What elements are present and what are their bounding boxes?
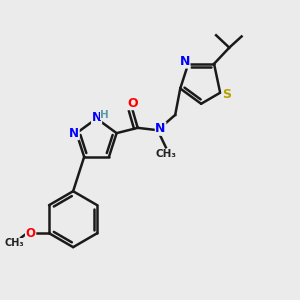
Text: O: O [26, 227, 36, 240]
Text: H: H [100, 110, 109, 120]
Text: O: O [26, 227, 36, 240]
Text: CH₃: CH₃ [155, 149, 176, 159]
Text: N: N [179, 55, 190, 68]
Text: N: N [92, 110, 102, 124]
Text: S: S [222, 88, 231, 101]
Text: CH₃: CH₃ [5, 238, 25, 248]
Text: N: N [69, 127, 79, 140]
Text: N: N [155, 122, 166, 135]
Text: O: O [127, 97, 138, 110]
